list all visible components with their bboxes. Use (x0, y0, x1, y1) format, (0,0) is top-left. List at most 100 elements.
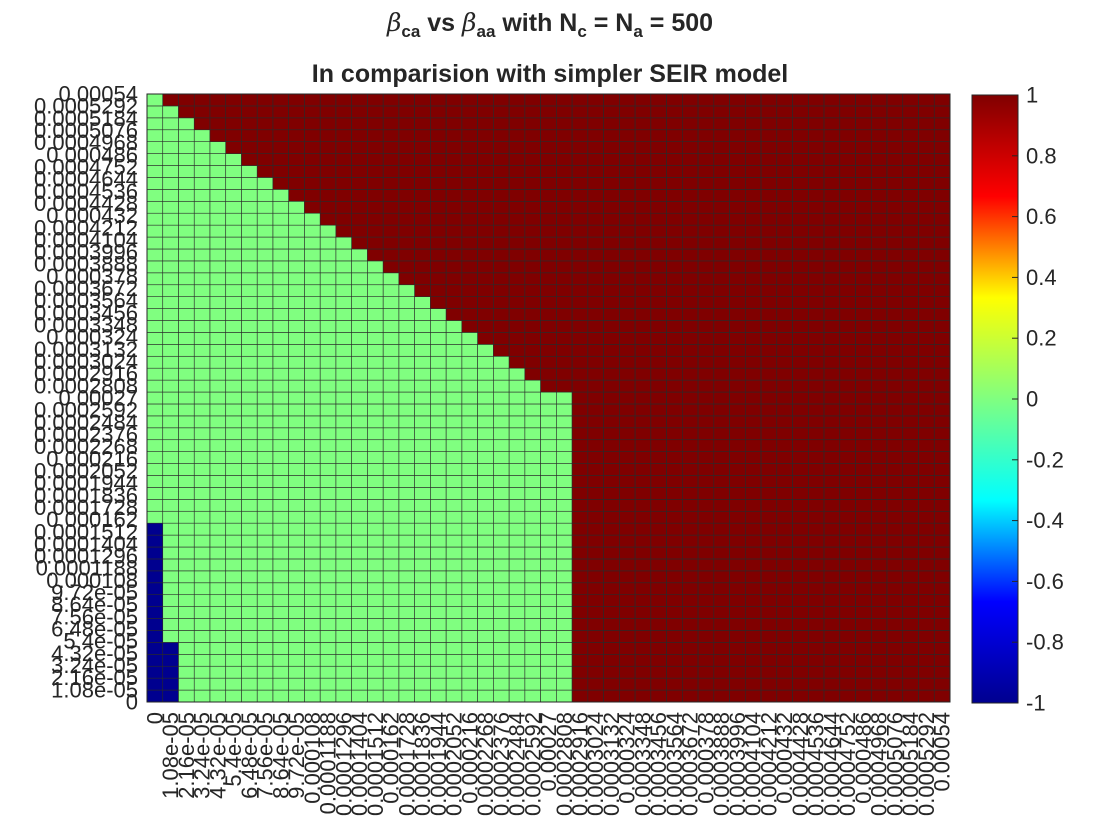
heatmap-cell (697, 284, 715, 297)
heatmap-cell (209, 379, 227, 393)
heatmap-cell (225, 403, 242, 417)
heatmap-cell (587, 344, 604, 357)
heatmap-cell (839, 141, 856, 154)
heatmap-cell (823, 499, 841, 512)
heatmap-cell (319, 570, 337, 584)
heatmap-cell (807, 642, 825, 655)
heatmap-cell (335, 129, 352, 142)
heatmap-cell (902, 570, 919, 584)
heatmap-cell (792, 260, 809, 274)
heatmap-cell (682, 630, 699, 643)
heatmap-cell (162, 391, 179, 405)
heatmap-cell (870, 236, 888, 250)
heatmap-cell (351, 522, 368, 536)
heatmap-cell (367, 570, 384, 584)
heatmap-cell (209, 510, 227, 524)
heatmap-cell (540, 427, 557, 441)
heatmap-cell (792, 403, 809, 417)
heatmap-cell (335, 546, 352, 560)
heatmap-cell (477, 403, 494, 417)
heatmap-cell (650, 248, 667, 262)
heatmap-cell (556, 618, 573, 631)
heatmap-cell (367, 558, 384, 572)
heatmap-cell (556, 499, 573, 512)
heatmap-cell (241, 630, 258, 643)
heatmap-cell (367, 427, 384, 441)
y-tick-label: 0.0001944 (34, 471, 138, 496)
heatmap-cell (918, 189, 935, 202)
colorbar-tick-label: -0.6 (1026, 569, 1064, 594)
heatmap-cell (241, 379, 258, 393)
heatmap-cell (870, 200, 888, 214)
heatmap-cell (839, 642, 856, 655)
heatmap-cell (461, 451, 478, 464)
heatmap-cell (870, 284, 888, 297)
heatmap-cell (855, 642, 872, 655)
heatmap-cell (587, 618, 604, 631)
heatmap-cell (870, 522, 888, 536)
heatmap-cell (288, 260, 305, 274)
heatmap-cell (855, 165, 872, 178)
heatmap-cell (760, 212, 778, 226)
heatmap-cell (461, 117, 478, 131)
heatmap-cell (272, 510, 290, 524)
heatmap-cell (493, 606, 510, 619)
heatmap-cell (603, 618, 620, 631)
heatmap-cell (445, 367, 463, 381)
heatmap-cell (256, 379, 274, 393)
heatmap-cell (335, 534, 352, 548)
heatmap-cell (288, 391, 305, 405)
heatmap-cell (430, 272, 447, 286)
heatmap-cell (587, 260, 604, 274)
heatmap-cell (760, 141, 778, 154)
heatmap-cell (855, 522, 872, 536)
heatmap-cell (587, 487, 604, 500)
heatmap-cell (823, 141, 841, 154)
heatmap-cell (146, 332, 164, 345)
heatmap-cell (855, 153, 872, 166)
heatmap-cell (556, 594, 573, 607)
heatmap-cell (855, 224, 872, 238)
heatmap-cell (335, 236, 352, 250)
heatmap-cell (729, 344, 746, 357)
heatmap-cell (351, 427, 368, 441)
heatmap-cell (225, 308, 242, 321)
heatmap-cell (886, 463, 904, 476)
heatmap-cell (256, 618, 274, 631)
heatmap-cell (256, 296, 274, 309)
heatmap-cell (823, 522, 841, 536)
heatmap-cell (414, 391, 431, 405)
title-sub-ca: ca (401, 22, 421, 41)
heatmap-cell (288, 355, 305, 369)
heatmap-cell (682, 379, 699, 393)
heatmap-cell (839, 165, 856, 178)
heatmap-cell (288, 522, 305, 536)
heatmap-cell (886, 403, 904, 417)
heatmap-cell (587, 594, 604, 607)
heatmap-cell (729, 534, 746, 548)
heatmap-cell (619, 594, 636, 607)
heatmap-cell (508, 355, 526, 369)
heatmap-cell (382, 284, 400, 297)
heatmap-cell (807, 618, 825, 631)
heatmap-cell (760, 117, 778, 131)
heatmap-cell (682, 189, 699, 202)
heatmap-cell (587, 165, 604, 178)
heatmap-cell (619, 487, 636, 500)
heatmap-cell (193, 117, 211, 131)
heatmap-cell (162, 403, 179, 417)
heatmap-cell (367, 439, 384, 452)
x-tick-label: 0.0002376 (489, 712, 514, 816)
heatmap-cell (241, 510, 258, 524)
heatmap-cell (162, 570, 179, 584)
y-tick-label: 7.56e-05 (51, 604, 138, 629)
heatmap-cell (430, 117, 447, 131)
heatmap-cell (225, 677, 242, 691)
heatmap-cell (839, 487, 856, 500)
heatmap-cell (634, 355, 652, 369)
heatmap-cell (807, 439, 825, 452)
heatmap-cell (697, 558, 715, 572)
heatmap-cell (792, 665, 809, 679)
heatmap-cell (587, 332, 604, 345)
heatmap-cell (886, 594, 904, 607)
